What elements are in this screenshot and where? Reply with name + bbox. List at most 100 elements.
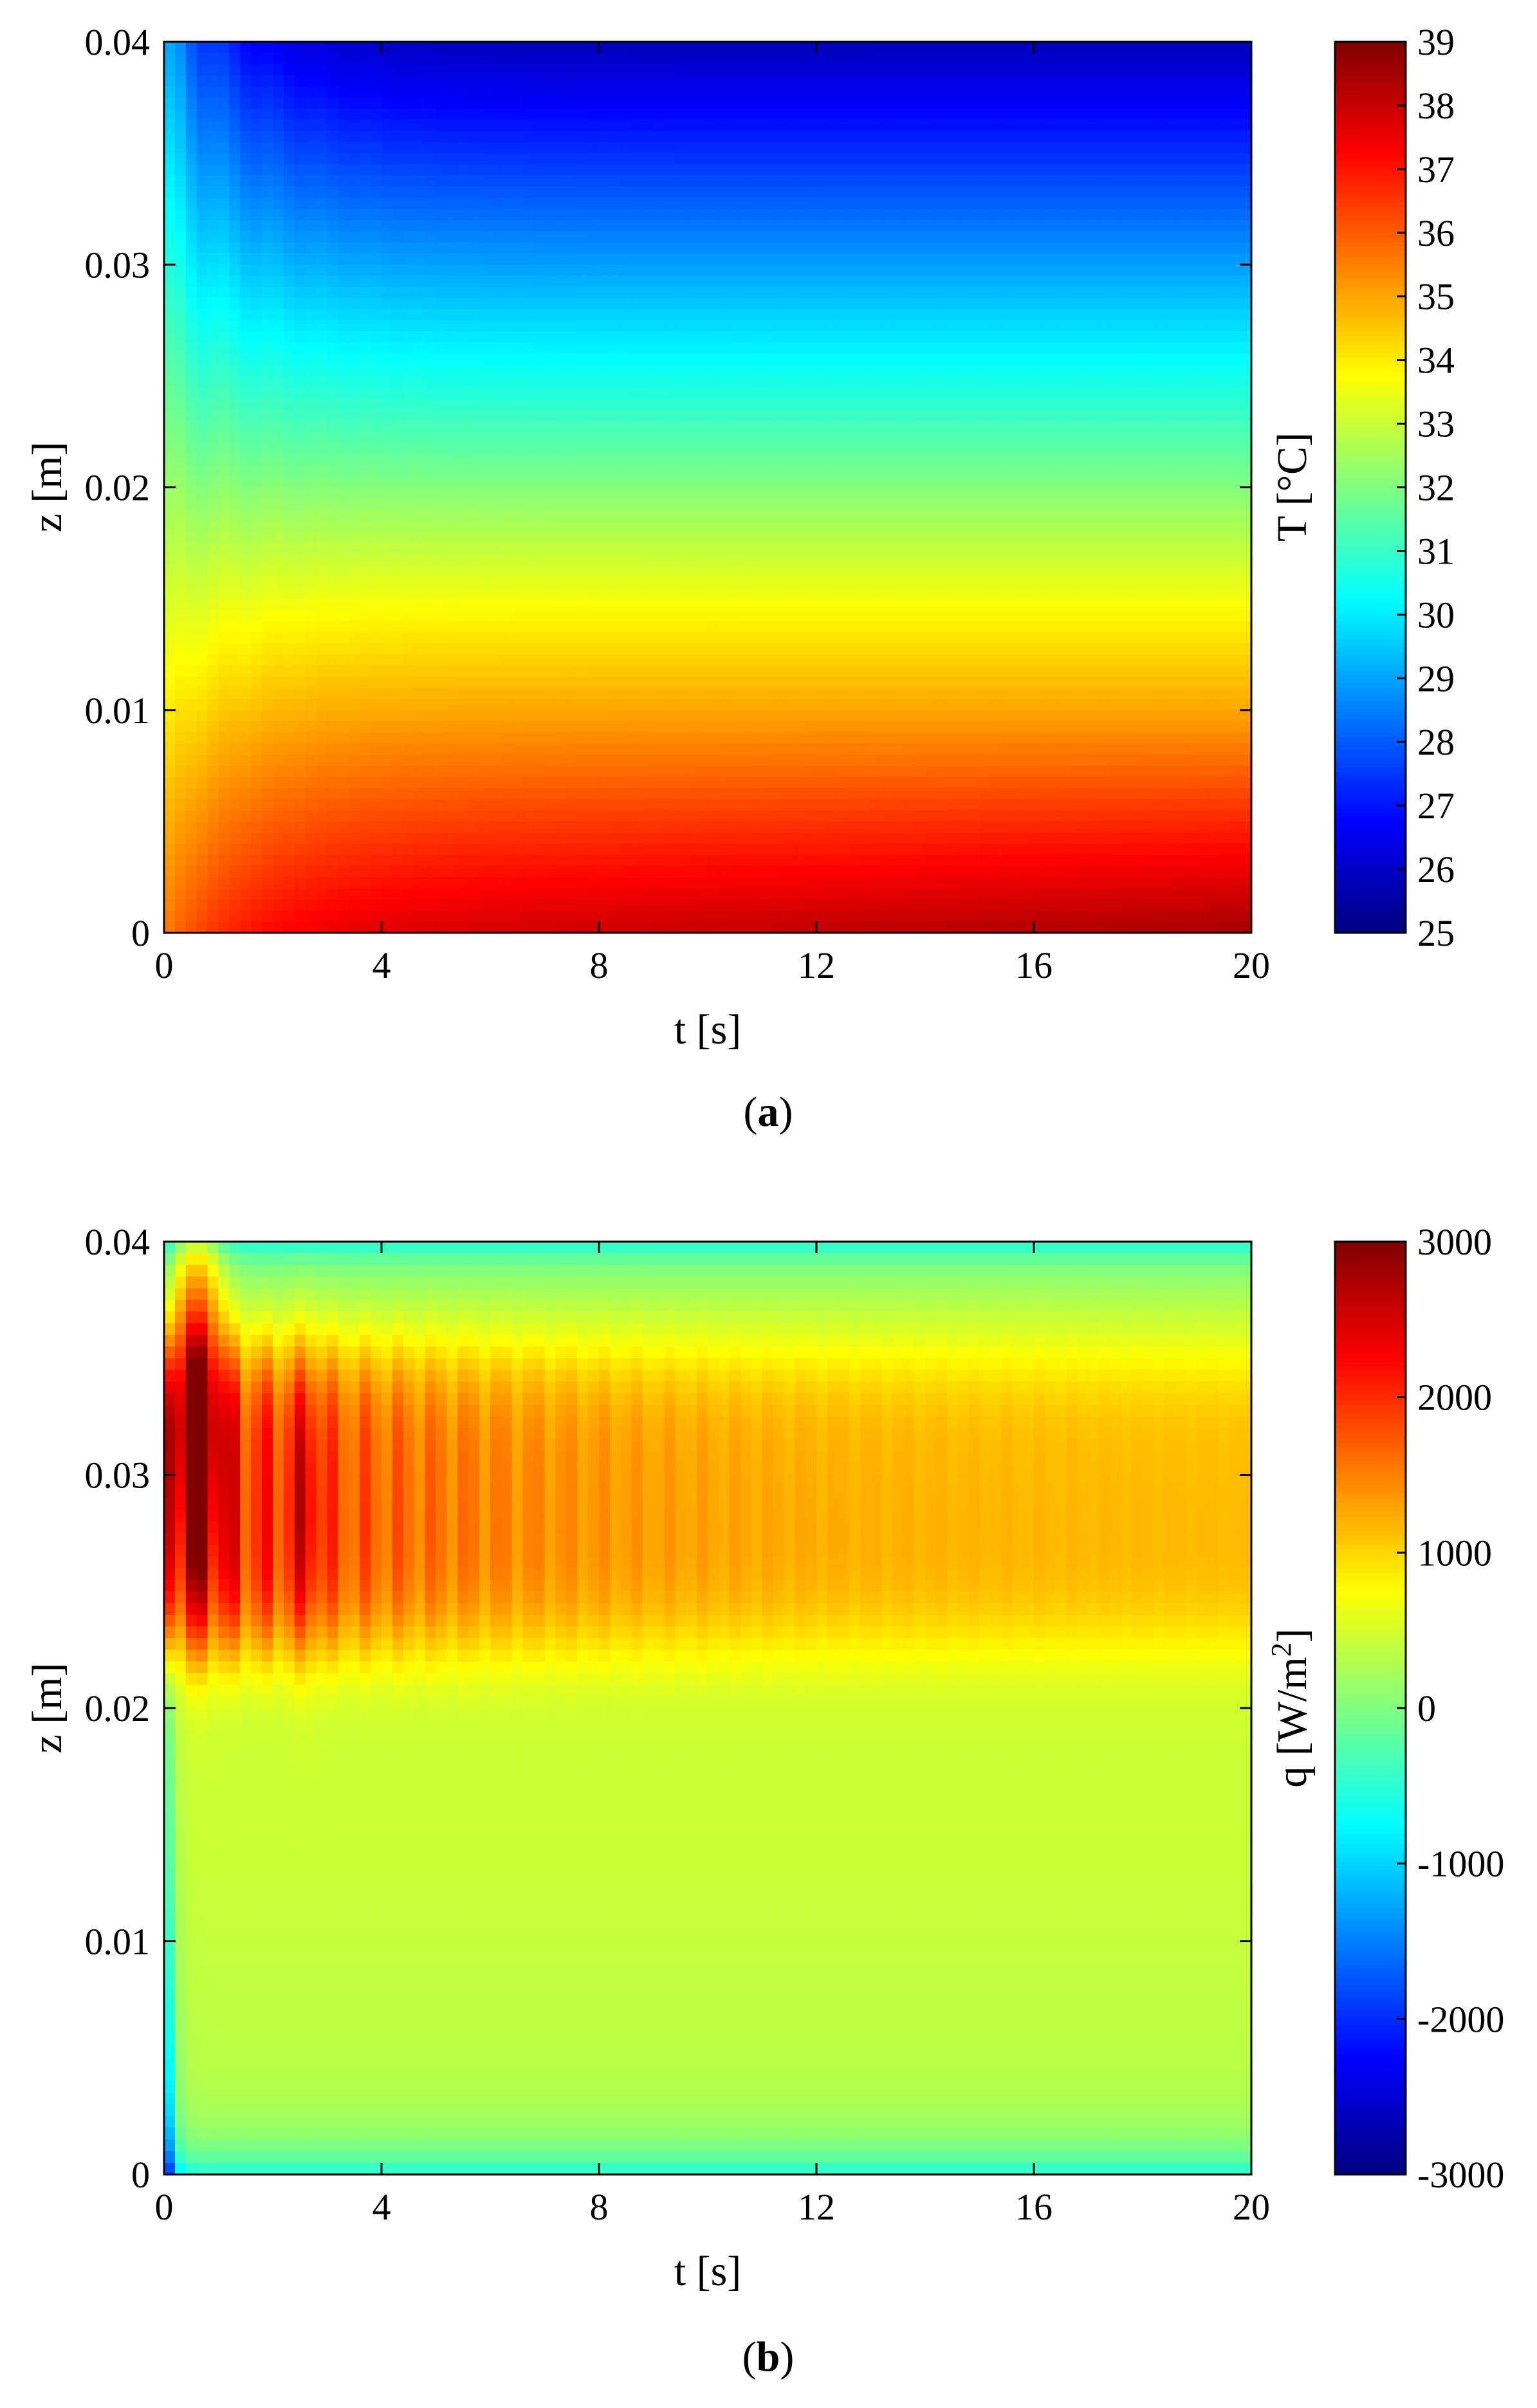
- chart-a-heat-cell: [751, 576, 763, 589]
- chart-a-heat-cell: [511, 231, 524, 243]
- chart-a-heat-cell: [511, 587, 524, 600]
- chart-a-heat-cell: [762, 598, 774, 611]
- chart-a-heat-cell: [762, 587, 774, 600]
- chart-a-heat-cell: [338, 554, 350, 566]
- chart-a-heat-cell: [316, 688, 328, 700]
- chart-a-heat-cell: [631, 643, 643, 655]
- chart-a-heat-cell: [740, 376, 752, 388]
- chart-a-heat-cell: [425, 766, 437, 778]
- chart-a-heat-cell: [642, 153, 654, 165]
- chart-a-heat-cell: [349, 699, 360, 711]
- chart-a-heat-cell: [599, 665, 611, 677]
- chart-a-heat-cell: [338, 353, 350, 365]
- chart-a-heat-cell: [262, 799, 273, 811]
- chart-a-heat-cell: [708, 420, 719, 432]
- chart-a-heat-cell: [403, 443, 415, 455]
- chart-a-heat-cell: [457, 275, 469, 288]
- chart-a-heat-cell: [697, 821, 708, 833]
- chart-a-heat-cell: [631, 888, 643, 900]
- chart-a-heat-cell: [251, 409, 262, 421]
- chart-a-heat-cell: [283, 554, 295, 566]
- chart-a-heat-cell: [718, 387, 730, 399]
- chart-a-heat-cell: [675, 464, 686, 477]
- chart-a-heat-cell: [827, 64, 839, 76]
- chart-a-heat-cell: [653, 208, 665, 221]
- chart-a-heat-cell: [479, 899, 491, 912]
- chart-a-heat-cell: [664, 275, 676, 288]
- chart-a-heat-cell: [588, 843, 600, 856]
- chart-a-heat-cell: [533, 654, 546, 666]
- chart-a-heat-cell: [762, 654, 774, 666]
- chart-a-heat-cell: [795, 365, 806, 377]
- chart-a-heat-cell: [795, 464, 806, 477]
- chart-a-heat-cell: [436, 454, 448, 466]
- chart-a-heat-cell: [784, 298, 795, 310]
- chart-a-heat-cell: [773, 766, 785, 778]
- chart-a-heat-cell: [273, 498, 284, 510]
- chart-a-heat-cell: [196, 632, 208, 644]
- chart-a-heat-cell: [164, 309, 176, 321]
- chart-a-heat-cell: [240, 420, 252, 432]
- chart-a-heat-cell: [403, 699, 415, 711]
- chart-a-heat-cell: [294, 877, 306, 889]
- chart-a-heat-cell: [773, 877, 785, 889]
- chart-a-heat-cell: [207, 64, 219, 76]
- chart-a-heat-cell: [164, 665, 176, 677]
- chart-a-heat-cell: [446, 187, 459, 199]
- chart-a-heat-cell: [196, 676, 208, 688]
- chart-a-heat-cell: [196, 688, 208, 700]
- chart-a-heat-cell: [174, 298, 187, 310]
- chart-a-heat-cell: [566, 554, 578, 566]
- chart-a-heat-cell: [708, 75, 719, 87]
- chart-a-heat-cell: [566, 309, 578, 321]
- chart-a-heat-cell: [697, 108, 708, 120]
- chart-a-heat-cell: [371, 510, 382, 522]
- chart-a-heat-cell: [686, 654, 697, 666]
- chart-a-heat-cell: [371, 353, 382, 365]
- chart-a-heat-cell: [664, 231, 676, 243]
- chart-a-heat-cell: [382, 643, 393, 655]
- chart-a-heat-cell: [533, 464, 546, 477]
- chart-a-heat-cell: [816, 777, 828, 789]
- chart-a-heat-cell: [392, 921, 404, 933]
- chart-a-heat-cell: [544, 587, 557, 600]
- chart-a-heat-cell: [708, 342, 719, 354]
- chart-a-heat-cell: [718, 899, 730, 912]
- chart-a-heat-cell: [382, 609, 393, 622]
- chart-a-heat-cell: [349, 376, 360, 388]
- chart-a-heat-cell: [577, 353, 589, 365]
- chart-a-heat-cell: [784, 175, 795, 187]
- chart-a-heat-cell: [392, 97, 404, 109]
- chart-a-heat-cell: [240, 598, 252, 611]
- chart-a-heat-cell: [555, 187, 567, 199]
- chart-a-heat-cell: [262, 777, 273, 789]
- chart-a-heat-cell: [620, 654, 632, 666]
- chart-a-heat-cell: [729, 64, 741, 76]
- chart-a-heat-cell: [446, 576, 459, 589]
- chart-a-heat-cell: [522, 97, 535, 109]
- chart-a-heat-cell: [522, 387, 535, 399]
- chart-a-heat-cell: [240, 376, 252, 388]
- chart-a-heat-cell: [403, 888, 415, 900]
- chart-a-heat-cell: [675, 821, 686, 833]
- chart-a-heat-cell: [664, 320, 676, 332]
- chart-a-heat-cell: [599, 710, 611, 722]
- chart-a-heat-cell: [544, 598, 557, 611]
- chart-a-heat-cell: [218, 866, 230, 878]
- chart-a-heat-cell: [240, 264, 252, 277]
- chart-a-heat-cell: [653, 398, 665, 410]
- chart-a-heat-cell: [544, 454, 557, 466]
- chart-a-heat-cell: [686, 164, 697, 176]
- chart-a-heat-cell: [566, 253, 578, 266]
- chart-a-heat-cell: [360, 755, 371, 767]
- chart-a-heat-cell: [533, 810, 546, 822]
- chart-a-heat-cell: [664, 787, 676, 800]
- chart-a-heat-cell: [446, 632, 459, 644]
- chart-a-heat-cell: [697, 253, 708, 266]
- chart-a-heat-cell: [294, 53, 306, 65]
- chart-a-heat-cell: [816, 609, 828, 622]
- chart-a-heat-cell: [653, 843, 665, 856]
- chart-a-heat-cell: [316, 877, 328, 889]
- chart-a-heat-cell: [371, 253, 382, 266]
- chart-a-heat-cell: [414, 42, 426, 54]
